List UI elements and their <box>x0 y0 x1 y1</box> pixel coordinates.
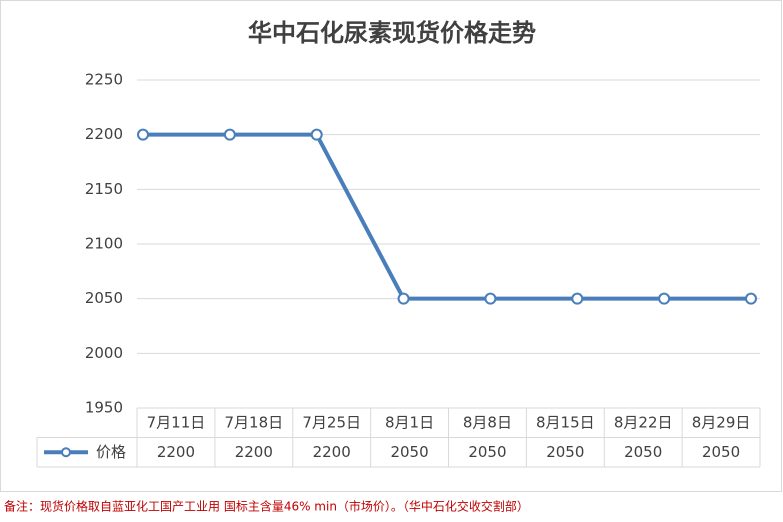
x-tick-label: 8月22日 <box>614 414 673 432</box>
table-value: 2050 <box>702 443 740 461</box>
y-tick-label: 2250 <box>85 71 123 89</box>
table-value: 2200 <box>157 443 195 461</box>
footnote: 备注：现货价格取自蓝亚化工国产工业用 国标主含量46% min（市场价）。（华中… <box>4 499 529 514</box>
table-value: 2050 <box>546 443 584 461</box>
point <box>745 292 757 305</box>
table-value: 2050 <box>468 443 506 461</box>
chart-title: 华中石化尿素现货价格走势 <box>248 19 536 47</box>
x-tick-label: 7月11日 <box>147 414 206 432</box>
x-tick-label: 8月29日 <box>692 414 751 432</box>
x-tick-label: 8月15日 <box>536 414 595 432</box>
x-tick-label: 7月25日 <box>302 414 361 432</box>
point <box>397 292 410 305</box>
y-tick-label: 2000 <box>85 344 123 362</box>
legend-label: 价格 <box>96 443 126 461</box>
y-tick-label: 2100 <box>85 235 123 253</box>
x-tick-label: 8月1日 <box>385 414 434 432</box>
point <box>223 128 236 141</box>
y-tick-label: 1950 <box>85 399 123 417</box>
series-line <box>143 132 751 301</box>
legend-marker <box>61 447 71 458</box>
point <box>310 128 323 141</box>
point <box>571 292 584 305</box>
y-tick-label: 2150 <box>85 180 123 198</box>
y-tick-label: 2050 <box>85 289 123 307</box>
chart-frame <box>0 0 782 492</box>
table-value: 2050 <box>624 443 662 461</box>
point <box>658 292 671 305</box>
table-value: 2200 <box>313 443 351 461</box>
point <box>137 128 149 141</box>
point <box>484 292 497 305</box>
x-tick-label: 7月18日 <box>224 414 283 432</box>
x-tick-label: 8月8日 <box>463 414 512 432</box>
table-value: 2200 <box>235 443 273 461</box>
table-value: 2050 <box>390 443 428 461</box>
y-tick-label: 2200 <box>85 125 123 143</box>
